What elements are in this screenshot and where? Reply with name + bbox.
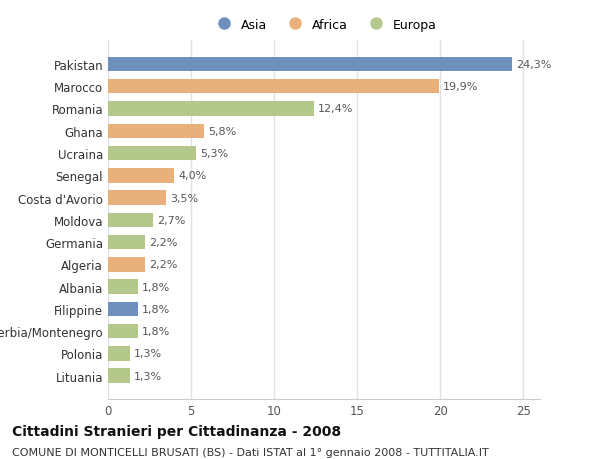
Bar xyxy=(108,302,138,316)
Bar xyxy=(108,235,145,250)
Bar xyxy=(108,168,175,183)
Text: 1,8%: 1,8% xyxy=(142,282,170,292)
Text: 5,8%: 5,8% xyxy=(209,127,237,136)
Bar xyxy=(108,369,130,383)
Text: 4,0%: 4,0% xyxy=(179,171,207,181)
Bar xyxy=(108,57,512,72)
Bar xyxy=(108,102,314,117)
Text: 1,8%: 1,8% xyxy=(142,326,170,336)
Bar xyxy=(108,124,205,139)
Bar xyxy=(108,347,130,361)
Text: 5,3%: 5,3% xyxy=(200,149,229,159)
Bar xyxy=(108,146,196,161)
Text: 2,2%: 2,2% xyxy=(149,238,177,247)
Text: 2,7%: 2,7% xyxy=(157,215,185,225)
Bar xyxy=(108,213,153,228)
Text: 19,9%: 19,9% xyxy=(443,82,478,92)
Text: 24,3%: 24,3% xyxy=(516,60,551,70)
Bar xyxy=(108,257,145,272)
Bar xyxy=(108,324,138,339)
Text: 2,2%: 2,2% xyxy=(149,260,177,270)
Text: COMUNE DI MONTICELLI BRUSATI (BS) - Dati ISTAT al 1° gennaio 2008 - TUTTITALIA.I: COMUNE DI MONTICELLI BRUSATI (BS) - Dati… xyxy=(12,448,489,458)
Bar xyxy=(108,191,166,205)
Text: 12,4%: 12,4% xyxy=(318,104,353,114)
Text: Cittadini Stranieri per Cittadinanza - 2008: Cittadini Stranieri per Cittadinanza - 2… xyxy=(12,425,341,438)
Bar xyxy=(108,80,439,94)
Text: 1,8%: 1,8% xyxy=(142,304,170,314)
Text: 3,5%: 3,5% xyxy=(170,193,199,203)
Text: 1,3%: 1,3% xyxy=(134,371,162,381)
Bar xyxy=(108,280,138,294)
Legend: Asia, Africa, Europa: Asia, Africa, Europa xyxy=(211,18,437,32)
Text: 1,3%: 1,3% xyxy=(134,349,162,358)
